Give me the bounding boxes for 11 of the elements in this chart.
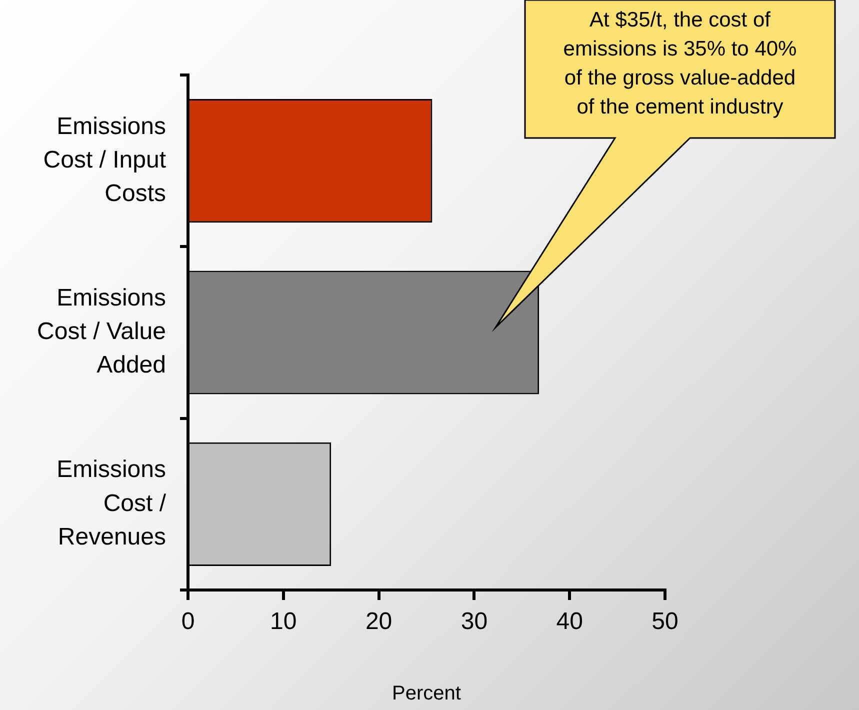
y-tick-label: Emissions Cost / Revenues	[56, 456, 166, 550]
x-tick-label: 40	[556, 608, 583, 636]
annotation: At $35/t, the cost of emissions is 35% to 40% of the gross value-added of the cement industry	[563, 8, 797, 118]
x-tick-label: 30	[460, 608, 488, 636]
x-tick-label: 50	[652, 608, 678, 636]
x-tick-label: 20	[365, 608, 392, 636]
y-tick-label: Emissions Cost / Input Costs	[43, 112, 166, 208]
x-axis-title: Percent	[392, 682, 462, 705]
x-tick-label: 10	[270, 608, 297, 636]
y-tick-label: Emissions Cost / Value Added	[37, 284, 166, 379]
x-tick-label: 0	[181, 608, 195, 636]
